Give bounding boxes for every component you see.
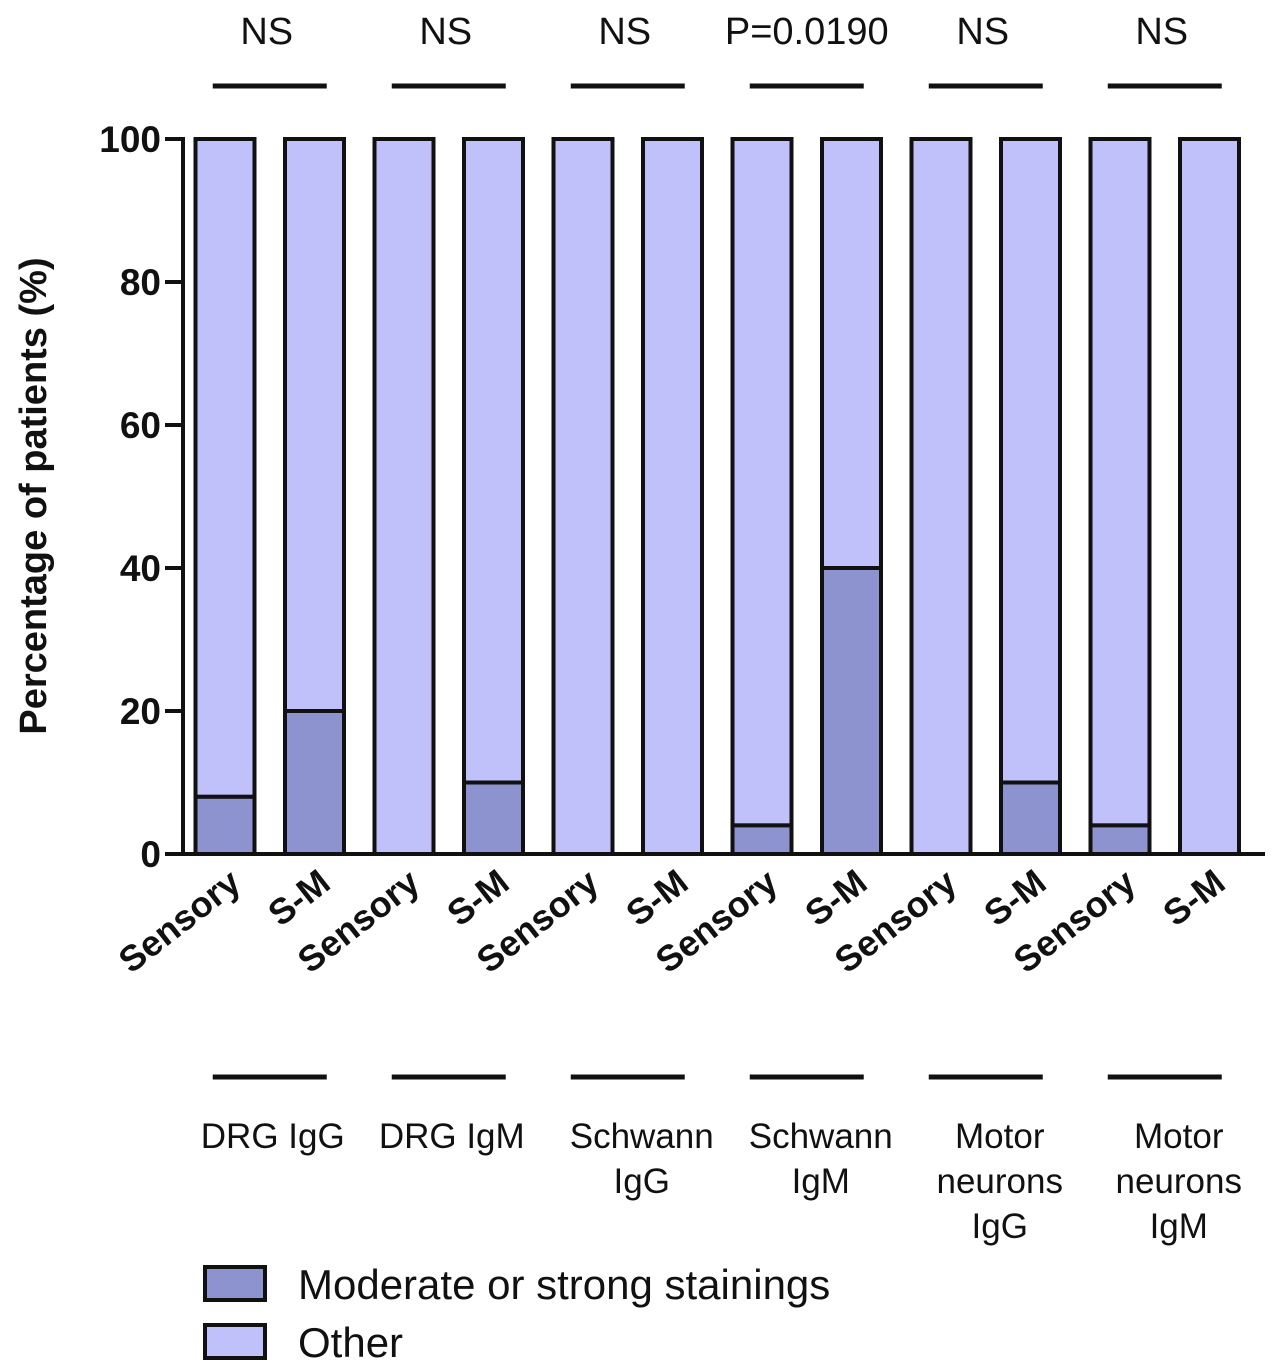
x-category-label: S-M — [1155, 861, 1232, 934]
legend-swatch — [203, 1323, 267, 1360]
y-axis-label: Percentage of patients (%) — [13, 257, 55, 734]
bar-other — [283, 137, 346, 713]
y-tick-label: 40 — [120, 548, 161, 589]
group-label: Schwann — [570, 1117, 714, 1156]
legend-swatch — [203, 1265, 267, 1302]
group-label: DRG IgM — [379, 1117, 525, 1156]
group-label: IgG — [972, 1207, 1028, 1246]
significance-label: NS — [598, 11, 651, 53]
bar-other — [551, 137, 615, 856]
group-label: DRG IgG — [201, 1117, 345, 1156]
legend-label: Other — [298, 1319, 403, 1366]
bar-other — [193, 137, 257, 799]
bar-moderate-strong — [1088, 823, 1152, 857]
significance-label: NS — [419, 11, 472, 53]
significance-label: NS — [956, 11, 1009, 53]
bar-moderate-strong — [462, 780, 525, 856]
bar-other — [1178, 137, 1241, 856]
bars-layer — [193, 137, 1241, 857]
y-tick-label: 0 — [140, 834, 161, 875]
bar-other — [641, 137, 704, 856]
group-label: Motor — [1134, 1117, 1224, 1156]
axes-layer — [165, 83, 1265, 1080]
bar-moderate-strong — [283, 709, 346, 856]
significance-label: P=0.0190 — [725, 11, 889, 53]
bar-other — [820, 137, 883, 570]
bar-moderate-strong — [999, 780, 1062, 856]
bar-other — [372, 137, 436, 856]
legend-label: Moderate or strong stainings — [298, 1261, 830, 1308]
group-label: neurons — [1116, 1162, 1242, 1201]
significance-label: NS — [240, 11, 293, 53]
y-tick-label: 80 — [120, 262, 161, 303]
y-tick-label: 60 — [120, 405, 161, 446]
bar-other — [1088, 137, 1152, 828]
group-label: Motor — [955, 1117, 1045, 1156]
group-label: Schwann — [749, 1117, 893, 1156]
bar-other — [999, 137, 1062, 785]
bar-moderate-strong — [730, 823, 794, 857]
group-label: neurons — [937, 1162, 1063, 1201]
bar-other — [909, 137, 973, 856]
group-label: IgM — [1150, 1207, 1208, 1246]
group-label: IgG — [614, 1162, 670, 1201]
bar-moderate-strong — [820, 566, 883, 856]
bar-other — [462, 137, 525, 785]
group-label: IgM — [792, 1162, 850, 1201]
legend: Moderate or strong stainings Other — [203, 1261, 830, 1366]
bar-moderate-strong — [193, 794, 257, 856]
x-category-label: Sensory — [111, 861, 248, 981]
bar-other — [730, 137, 794, 828]
y-tick-label: 100 — [99, 119, 161, 160]
y-tick-label: 20 — [120, 691, 161, 732]
significance-label: NS — [1135, 11, 1188, 53]
